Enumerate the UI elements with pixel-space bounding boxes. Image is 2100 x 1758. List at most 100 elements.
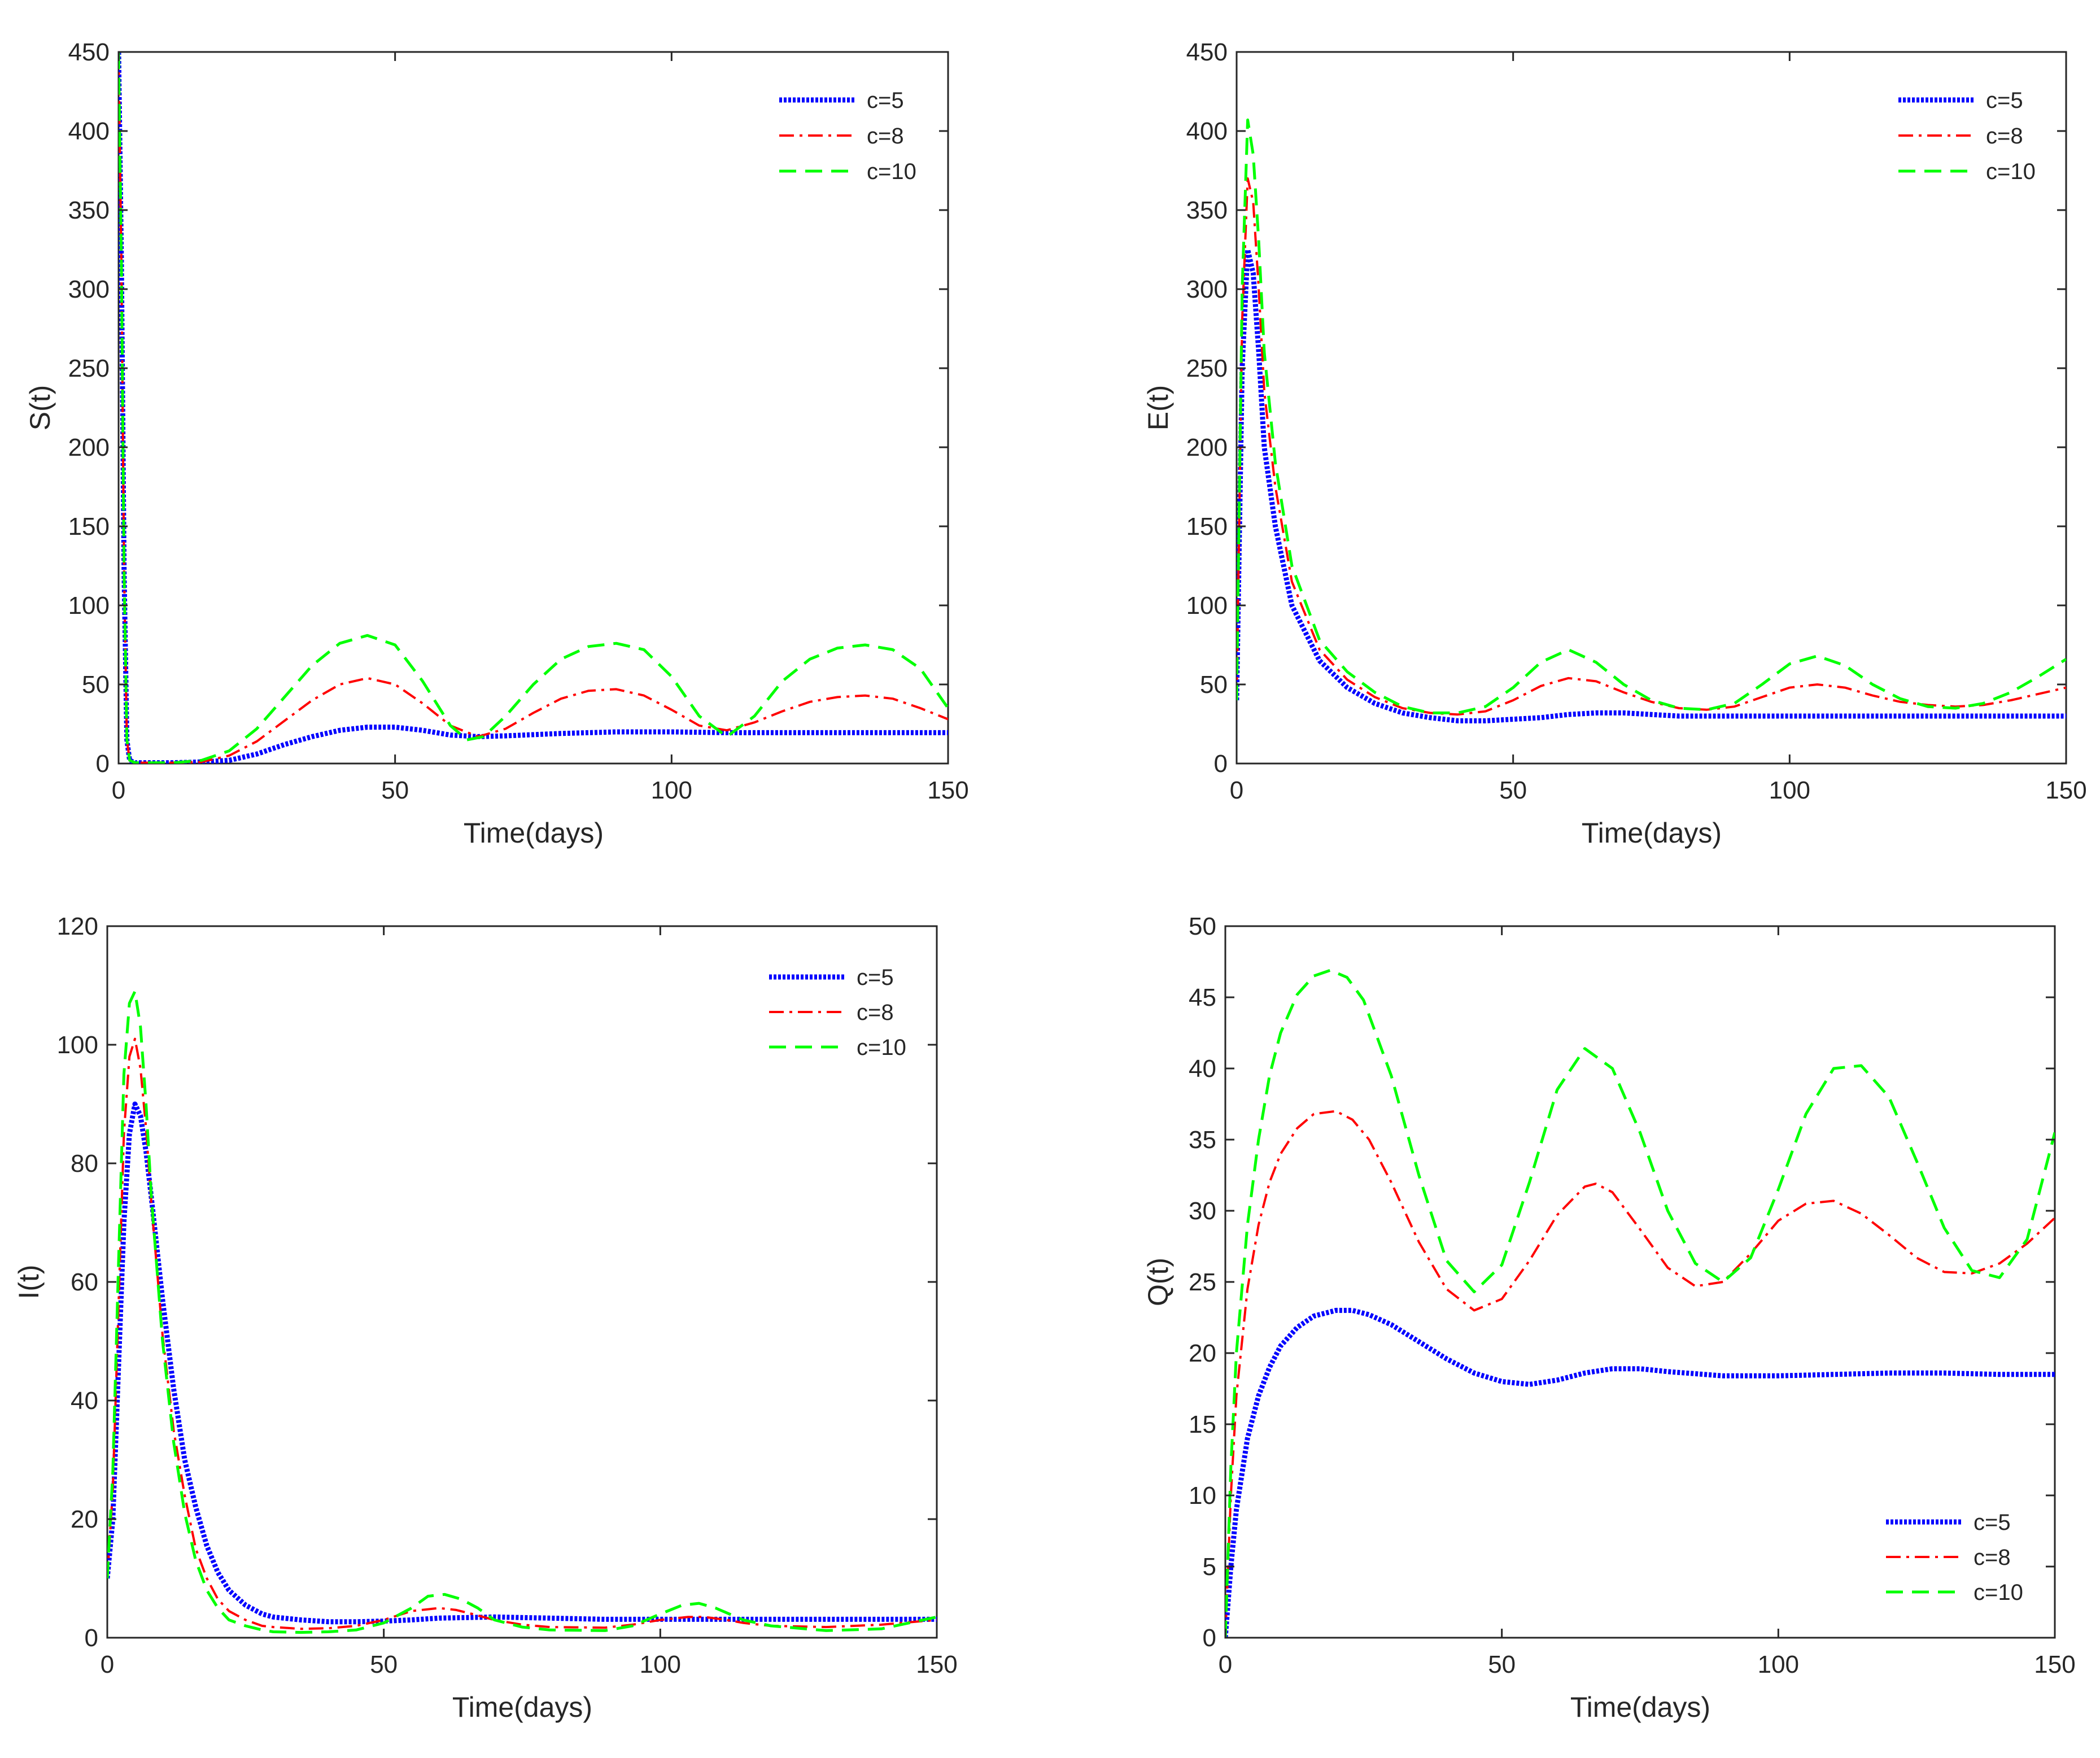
y-tick-label: 450 — [68, 38, 110, 66]
ticks-layer: 0 50 100 150 0 20 40 60 80 100 120 — [57, 913, 958, 1678]
y-tick-label: 50 — [1189, 913, 1216, 940]
x-axis-label: Time(days) — [452, 1691, 592, 1723]
series-line-c8 — [119, 52, 948, 764]
ticks-layer: 0 50 100 150 0 50 100 150 200 250 300 350 400 450 — [68, 38, 969, 804]
legend-label-c8: c=8 — [1986, 124, 2023, 149]
y-tick-label: 400 — [68, 117, 110, 145]
x-tick-label: 50 — [1499, 777, 1527, 804]
series-line-c8 — [1225, 1110, 2055, 1638]
legend-label-c5: c=5 — [857, 965, 894, 990]
y-tick-label: 60 — [71, 1268, 98, 1296]
y-tick-label: 120 — [57, 913, 98, 940]
y-tick-label: 250 — [68, 355, 110, 382]
y-tick-label: 100 — [68, 592, 110, 620]
x-tick-label: 0 — [1219, 1651, 1232, 1678]
y-tick-label: 10 — [1189, 1482, 1216, 1510]
plot-area — [117, 51, 949, 765]
y-tick-label: 50 — [1200, 671, 1228, 699]
x-tick-label: 100 — [640, 1651, 681, 1678]
y-tick-label: 30 — [1189, 1197, 1216, 1225]
x-tick-label: 150 — [2045, 777, 2086, 804]
y-tick-label: 250 — [1186, 355, 1228, 382]
y-tick-label: 350 — [1186, 197, 1228, 224]
plot-area — [1224, 925, 2056, 1639]
y-tick-label: 80 — [71, 1150, 98, 1177]
y-tick-label: 400 — [1186, 117, 1228, 145]
series-line-c5 — [1225, 1307, 2055, 1638]
x-tick-label: 50 — [1488, 1651, 1516, 1678]
y-tick-label: 5 — [1203, 1553, 1216, 1581]
y-tick-label: 0 — [96, 750, 110, 778]
series-layer — [107, 990, 937, 1634]
legend: c=5 c=8 c=10 — [779, 88, 916, 184]
series-line-c8 — [107, 1037, 937, 1630]
y-tick-label: 350 — [68, 197, 110, 224]
plot-area — [1235, 51, 2067, 765]
y-tick-label: 35 — [1189, 1126, 1216, 1154]
chart-panel-i: 0 50 100 150 0 20 40 60 80 100 120 Time(days) I(t)… — [13, 913, 958, 1723]
x-axis-label: Time(days) — [1570, 1691, 1710, 1723]
legend-label-c10: c=10 — [1974, 1580, 2023, 1605]
y-tick-label: 40 — [1189, 1055, 1216, 1083]
legend: c=5 c=8 c=10 — [769, 965, 906, 1060]
y-tick-label: 200 — [1186, 434, 1228, 461]
y-tick-label: 50 — [82, 671, 110, 699]
y-axis-label: Q(t) — [1142, 1258, 1174, 1306]
y-tick-label: 100 — [57, 1031, 98, 1059]
legend-label-c8: c=8 — [857, 1000, 894, 1025]
y-tick-label: 200 — [68, 434, 110, 461]
series-line-c10 — [1237, 118, 2066, 714]
y-tick-label: 150 — [1186, 513, 1228, 540]
series-line-c8 — [1237, 177, 2066, 716]
y-tick-label: 25 — [1189, 1268, 1216, 1296]
series-line-c10 — [1225, 969, 2055, 1638]
series-layer — [119, 52, 948, 764]
legend-label-c10: c=10 — [1986, 159, 2036, 184]
y-tick-label: 300 — [1186, 276, 1228, 303]
series-line-c10 — [107, 990, 937, 1634]
y-tick-label: 40 — [71, 1387, 98, 1415]
y-axis-label: S(t) — [24, 385, 56, 431]
x-tick-label: 50 — [381, 777, 409, 804]
series-layer — [1237, 118, 2066, 723]
y-tick-label: 300 — [68, 276, 110, 303]
chart-panel-q: 0 50 100 150 0 5 10 15 20 25 30 35 40 45 50 Time(days)… — [1142, 913, 2076, 1723]
x-axis-label: Time(days) — [464, 817, 604, 849]
legend-label-c5: c=5 — [1986, 88, 2023, 113]
legend: c=5 c=8 c=10 — [1886, 1510, 2023, 1605]
y-tick-label: 450 — [1186, 38, 1228, 66]
chart-panel-s: 0 50 100 150 0 50 100 150 200 250 300 350 400 450 Tim… — [24, 38, 969, 849]
y-tick-label: 0 — [1203, 1624, 1216, 1652]
series-layer — [1225, 969, 2055, 1638]
ticks-layer: 0 50 100 150 0 5 10 15 20 25 30 35 40 45 50 — [1189, 913, 2076, 1678]
series-line-c5 — [107, 1101, 937, 1625]
legend: c=5 c=8 c=10 — [1898, 88, 2036, 184]
x-tick-label: 100 — [1758, 1651, 1799, 1678]
chart-panel-e: 0 50 100 150 0 50 100 150 200 250 300 350 400 450 Tim… — [1142, 38, 2087, 849]
x-tick-label: 100 — [1769, 777, 1810, 804]
y-tick-label: 0 — [85, 1624, 98, 1652]
x-axis-label: Time(days) — [1582, 817, 1722, 849]
legend-label-c8: c=8 — [1974, 1545, 2011, 1570]
x-tick-label: 0 — [101, 1651, 114, 1678]
y-tick-label: 150 — [68, 513, 110, 540]
ticks-layer: 0 50 100 150 0 50 100 150 200 250 300 350 400 450 — [1186, 38, 2087, 804]
y-tick-label: 0 — [1214, 750, 1228, 778]
x-tick-label: 0 — [1230, 777, 1243, 804]
x-tick-label: 150 — [2034, 1651, 2075, 1678]
y-tick-label: 20 — [71, 1506, 98, 1533]
legend-label-c8: c=8 — [867, 124, 904, 149]
x-tick-label: 50 — [370, 1651, 398, 1678]
y-tick-label: 20 — [1189, 1340, 1216, 1367]
x-tick-label: 0 — [112, 777, 125, 804]
y-tick-label: 15 — [1189, 1411, 1216, 1438]
y-axis-label: I(t) — [13, 1264, 45, 1299]
series-line-c5 — [1237, 247, 2066, 723]
legend-label-c10: c=10 — [867, 159, 916, 184]
plot-area — [106, 925, 938, 1639]
x-tick-label: 100 — [651, 777, 692, 804]
x-tick-label: 150 — [916, 1651, 957, 1678]
legend-label-c10: c=10 — [857, 1035, 906, 1060]
